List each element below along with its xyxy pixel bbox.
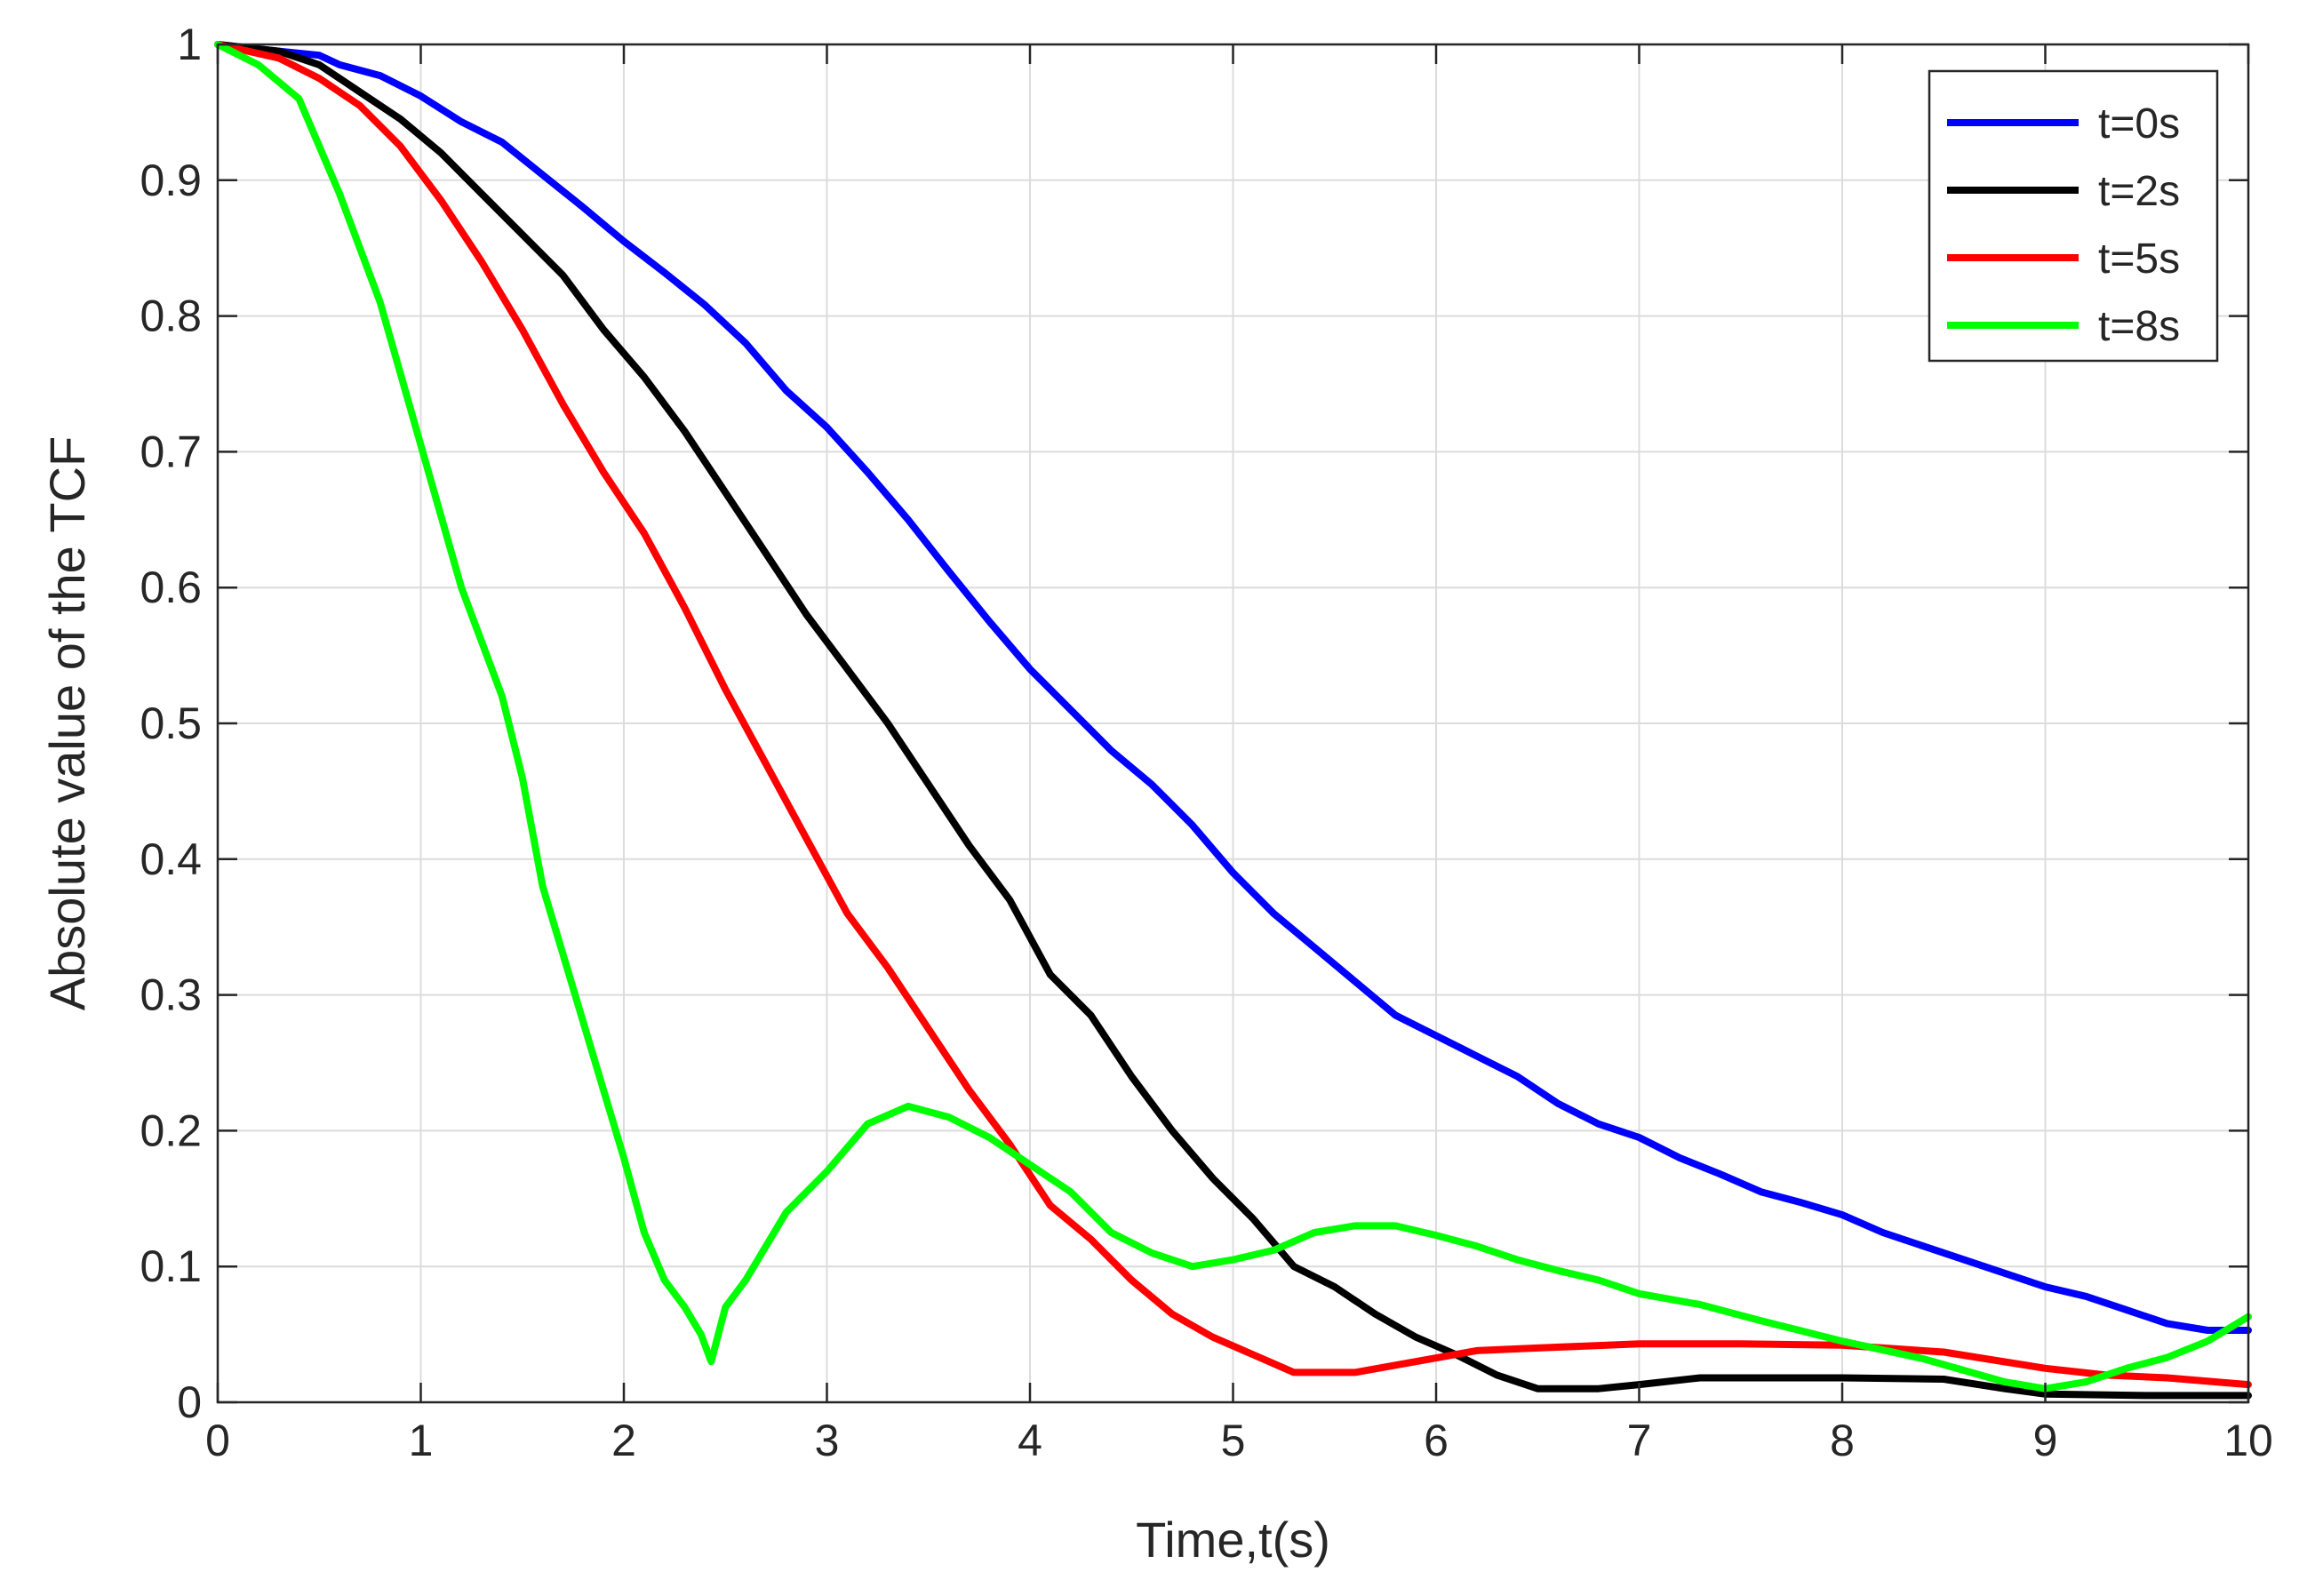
legend-label: t=5s — [2098, 235, 2180, 283]
x-tick-label: 4 — [1018, 1416, 1042, 1465]
legend-label: t=0s — [2098, 100, 2180, 148]
y-axis-label: Absolute value of the TCF — [39, 436, 95, 1010]
y-tick-label: 0.4 — [140, 834, 202, 884]
x-tick-label: 8 — [1830, 1416, 1855, 1465]
series-line-1 — [214, 41, 2252, 1334]
y-tick-label: 0.8 — [140, 291, 202, 341]
y-tick-label: 1 — [177, 20, 202, 69]
x-tick-label: 1 — [409, 1416, 434, 1465]
y-tick-label: 0.2 — [140, 1105, 202, 1155]
y-tick-label: 0.6 — [140, 563, 202, 612]
y-tick-label: 0.5 — [140, 698, 202, 748]
legend: t=0s t=2s t=5s t=8s — [1928, 69, 2219, 363]
x-tick-label: 7 — [1627, 1416, 1652, 1465]
legend-label: t=2s — [2098, 168, 2180, 215]
ticks — [216, 43, 2250, 1404]
x-tick-label: 10 — [2223, 1416, 2273, 1465]
y-tick-label: 0.3 — [140, 970, 202, 1020]
series-layer — [214, 41, 2252, 1400]
x-tick-label: 6 — [1424, 1416, 1449, 1465]
x-axis-label: Time,t(s) — [1136, 1512, 1330, 1568]
series-line-3 — [214, 41, 2252, 1389]
x-tick-label: 5 — [1221, 1416, 1246, 1465]
series-line-2 — [214, 41, 2252, 1400]
y-tick-label: 0.9 — [140, 156, 202, 205]
series-line-4 — [214, 41, 2252, 1393]
x-tick-label: 2 — [611, 1416, 636, 1465]
y-tick-label: 0 — [177, 1377, 202, 1427]
x-tick-labels: 0 1 2 3 4 5 6 7 8 9 10 — [205, 1416, 2273, 1465]
y-tick-label: 0.1 — [140, 1241, 202, 1291]
y-tick-label: 0.7 — [140, 427, 202, 476]
legend-label: t=8s — [2098, 303, 2180, 350]
x-tick-label: 9 — [2033, 1416, 2058, 1465]
x-tick-label: 0 — [205, 1416, 230, 1465]
x-tick-label: 3 — [815, 1416, 840, 1465]
y-tick-labels: 0 0.1 0.2 0.3 0.4 0.5 0.6 0.7 0.8 0.9 1 — [140, 20, 202, 1427]
